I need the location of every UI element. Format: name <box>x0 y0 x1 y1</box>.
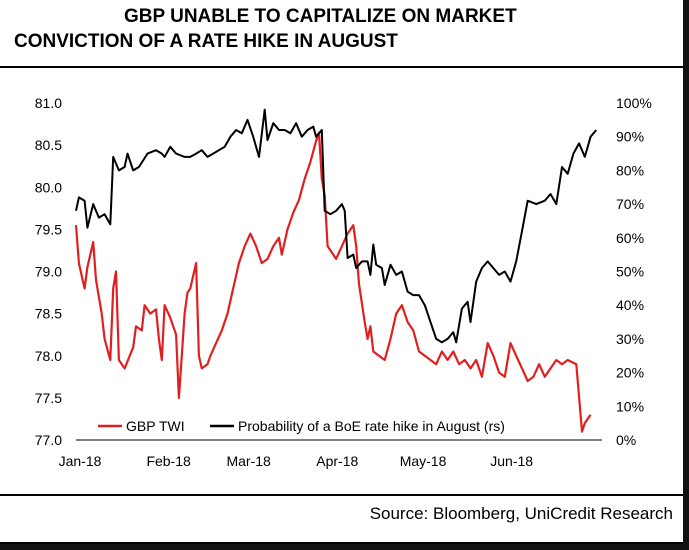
y-left-tick-label: 77.5 <box>35 390 62 406</box>
series-line-gbp-twi <box>74 131 592 433</box>
y-right-tick-label: 20% <box>616 365 644 381</box>
chart-title-line2: CONVICTION OF A RATE HIKE IN AUGUST <box>14 31 398 52</box>
source-divider <box>0 494 683 496</box>
y-right-tick-label: 60% <box>616 230 644 246</box>
chart-title-line1: GBP UNABLE TO CAPITALIZE ON MARKET <box>124 6 517 27</box>
y-right-tick-label: 0% <box>616 432 636 448</box>
y-left-tick-label: 80.5 <box>35 137 62 153</box>
y-right-tick-label: 50% <box>616 264 644 280</box>
series-line-probability <box>75 108 598 344</box>
y-right-tick-label: 80% <box>616 162 644 178</box>
y-left-tick-label: 79.5 <box>35 221 62 237</box>
y-left-tick-label: 79.0 <box>35 264 62 280</box>
chart-svg: 77.0 77.5 78.0 78.5 79.0 79.5 80.0 80.5 81.0 0% 10… <box>35 95 652 469</box>
source-note: Source: Bloomberg, UniCredit Research <box>369 504 673 523</box>
legend-label-probability: Probability of a BoE rate hike in August… <box>238 418 505 434</box>
x-tick-label: Jan-18 <box>59 453 102 469</box>
x-tick-label: Mar-18 <box>226 453 271 469</box>
y-left-tick-label: 78.0 <box>35 348 62 364</box>
y-left-tick-label: 81.0 <box>35 95 62 111</box>
chart-series <box>74 108 598 433</box>
y-right-tick-label: 70% <box>616 196 644 212</box>
y-right-tick-label: 30% <box>616 331 644 347</box>
y-left-tick-label: 77.0 <box>35 432 62 448</box>
y-left-tick-label: 80.0 <box>35 179 62 195</box>
y-right-tick-label: 40% <box>616 297 644 313</box>
y-right-tick-label: 10% <box>616 398 644 414</box>
chart-legend: GBP TWI Probability of a BoE rate hike in… <box>98 418 505 434</box>
y-right-tick-label: 100% <box>616 95 652 111</box>
x-tick-label: Feb-18 <box>146 453 191 469</box>
chart-axes: 77.0 77.5 78.0 78.5 79.0 79.5 80.0 80.5 81.0 0% 10… <box>35 95 652 469</box>
x-tick-label: Apr-18 <box>316 453 358 469</box>
y-right-tick-label: 90% <box>616 129 644 145</box>
chart-title: GBP UNABLE TO CAPITALIZE ON MARKET CONVI… <box>14 4 614 54</box>
legend-label-gbp-twi: GBP TWI <box>126 418 185 434</box>
x-tick-label: Jun-18 <box>490 453 533 469</box>
y-left-tick-label: 78.5 <box>35 306 62 322</box>
title-divider <box>0 66 683 68</box>
x-tick-label: May-18 <box>400 453 447 469</box>
